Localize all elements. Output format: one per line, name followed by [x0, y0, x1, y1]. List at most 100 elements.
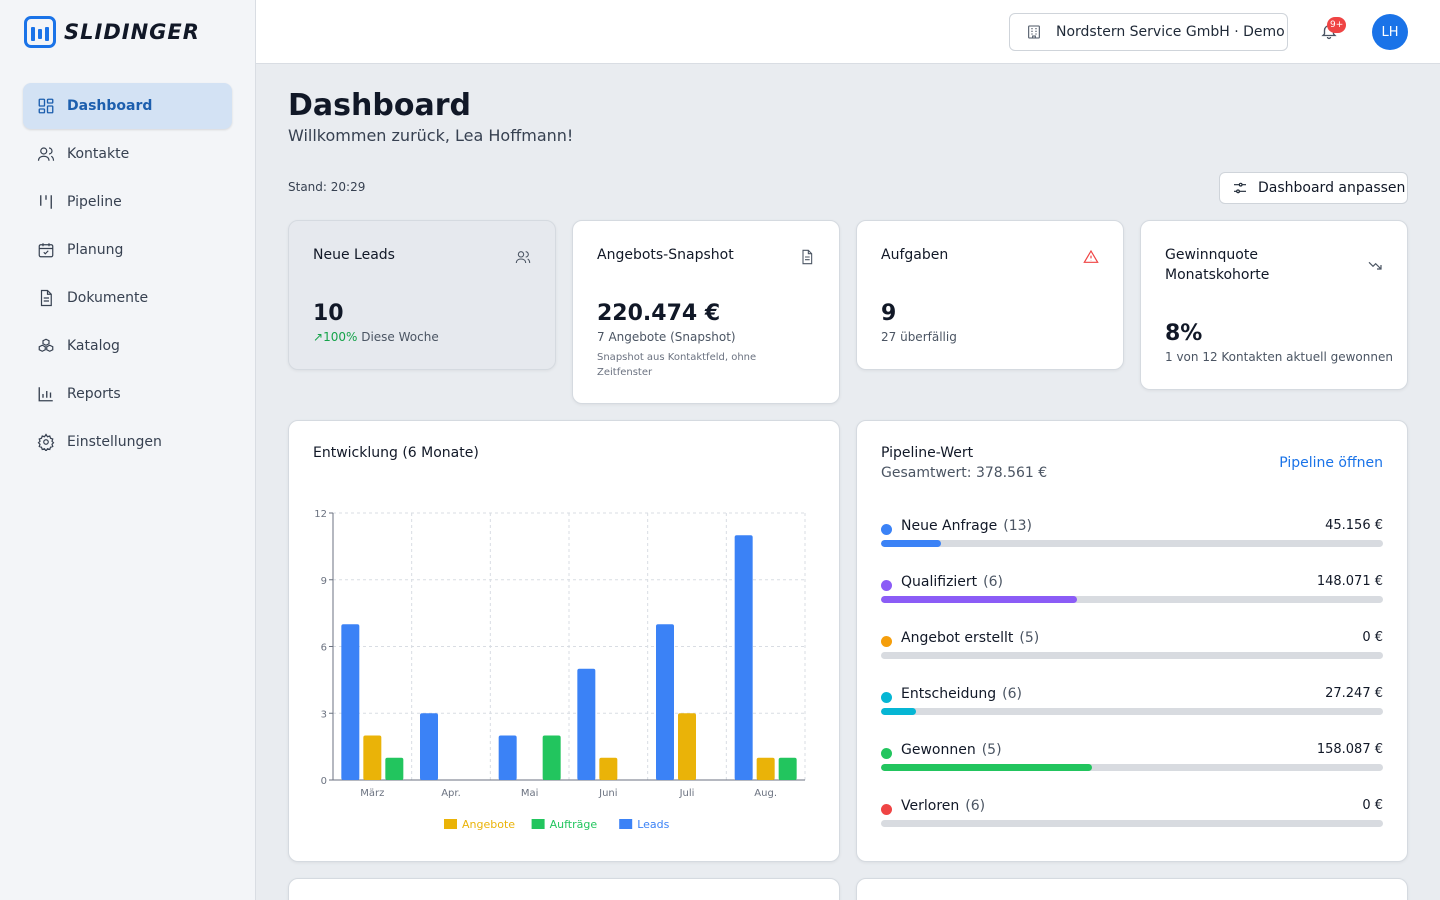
- pipeline-title: Pipeline-Wert: [881, 445, 974, 461]
- kpi-trend: 100%: [323, 330, 358, 344]
- stage-progress-track: [881, 820, 1383, 827]
- sidebar-item-label: Dokumente: [67, 290, 149, 306]
- kpi-sub-text: Diese Woche: [361, 330, 439, 344]
- stage-progress-fill: [881, 540, 942, 547]
- stage-value: 45.156 €: [1325, 518, 1383, 533]
- stage-value: 0 €: [1362, 630, 1383, 645]
- stage-name: Angebot erstellt (5): [901, 630, 1039, 646]
- customize-label: Dashboard anpassen: [1258, 180, 1406, 196]
- stage-color-dot: [881, 580, 892, 591]
- stage-label: Gewonnen: [901, 742, 976, 758]
- bar-leads: [734, 535, 753, 780]
- stage-progress-fill: [881, 764, 1092, 771]
- stage-name: Gewonnen (5): [901, 742, 1002, 758]
- stage-count: (6): [965, 798, 986, 814]
- sidebar-item-dokumente[interactable]: Dokumente: [23, 275, 232, 321]
- y-tick-label: 12: [314, 509, 327, 520]
- users-icon: [515, 251, 531, 264]
- kpi-title: Neue Leads: [313, 247, 395, 263]
- sidebar: SLIDINGER Dashboard Kontakte Pipeline Pl…: [0, 0, 256, 900]
- stage-count: (13): [1003, 518, 1032, 534]
- stage-value: 0 €: [1362, 798, 1383, 813]
- stage-name: Entscheidung (6): [901, 686, 1022, 702]
- bottom-card-left: [288, 878, 840, 900]
- pipeline-total: Gesamtwert: 378.561 €: [881, 465, 1048, 481]
- sidebar-item-kontakte[interactable]: Kontakte: [23, 131, 232, 177]
- kpi-card-aufgaben[interactable]: Aufgaben 9 27 überfällig: [856, 220, 1124, 370]
- kpi-title: Aufgaben: [881, 247, 949, 263]
- stage-progress-track: [881, 708, 1383, 715]
- x-tick-label: Juli: [679, 788, 695, 799]
- stage-color-dot: [881, 748, 892, 759]
- pipeline-stage[interactable]: Qualifiziert (6) 148.071 €: [881, 574, 1383, 614]
- sidebar-item-pipeline[interactable]: Pipeline: [23, 179, 232, 225]
- sidebar-item-reports[interactable]: Reports: [23, 371, 232, 417]
- app-logo[interactable]: SLIDINGER: [24, 16, 200, 48]
- x-tick-label: März: [360, 788, 384, 799]
- bar-aufträge: [778, 757, 797, 780]
- company-switcher[interactable]: Nordstern Service GmbH · Demo: [1009, 13, 1288, 51]
- stage-count: (6): [983, 574, 1004, 590]
- stage-label: Entscheidung: [901, 686, 997, 702]
- sidebar-item-katalog[interactable]: Katalog: [23, 323, 232, 369]
- bar-angebote: [363, 735, 382, 780]
- warning-icon: [1083, 249, 1099, 263]
- open-pipeline-link[interactable]: Pipeline öffnen: [1279, 455, 1383, 471]
- kpi-card-angebots-snapshot[interactable]: Angebots-Snapshot 220.474 € 7 Angebote (…: [572, 220, 840, 404]
- bar-aufträge: [385, 757, 404, 780]
- bar-leads: [420, 713, 438, 780]
- kpi-sub: 27 überfällig: [881, 330, 957, 344]
- kpi-sub: 1 von 12 Kontakten aktuell gewonnen: [1165, 350, 1393, 364]
- bar-angebote: [756, 757, 775, 780]
- document-icon: [802, 249, 813, 265]
- bar-chart: 0 3 6 9 12 März Apr. Mai Juni Juli Aug. Angebote Auf…: [314, 509, 806, 831]
- stage-progress-fill: [881, 708, 917, 715]
- kpi-value: 8%: [1165, 321, 1203, 346]
- stage-label: Qualifiziert: [901, 574, 978, 590]
- dashboard-icon: [38, 98, 54, 114]
- trend-up-icon: ↗: [313, 330, 324, 344]
- kpi-card-neue-leads[interactable]: Neue Leads 10 ↗100% Diese Woche: [288, 220, 556, 370]
- pipeline-stage[interactable]: Neue Anfrage (13) 45.156 €: [881, 518, 1383, 558]
- timestamp: Stand: 20:29: [288, 180, 366, 194]
- customize-dashboard-button[interactable]: Dashboard anpassen: [1219, 172, 1408, 204]
- kpi-card-gewinnquote[interactable]: Gewinnquote Monatskohorte 8% 1 von 12 Ko…: [1140, 220, 1408, 390]
- stage-count: (6): [1002, 686, 1022, 702]
- kpi-value: 10: [313, 301, 344, 326]
- stage-count: (5): [1019, 630, 1040, 646]
- legend-label: Leads: [637, 818, 669, 831]
- bar-angebote: [599, 757, 618, 780]
- stage-color-dot: [881, 692, 892, 703]
- stage-name: Neue Anfrage (13): [901, 518, 1032, 534]
- pipeline-stage[interactable]: Gewonnen (5) 158.087 €: [881, 742, 1383, 782]
- y-tick-label: 9: [321, 576, 327, 587]
- legend-swatch: [444, 819, 457, 829]
- sidebar-item-planung[interactable]: Planung: [23, 227, 232, 273]
- legend-label: Aufträge: [550, 818, 598, 831]
- bottom-card-right: [856, 878, 1408, 900]
- x-tick-label: Mai: [521, 788, 539, 799]
- y-tick-label: 6: [321, 643, 327, 654]
- page-title: Dashboard: [288, 88, 471, 123]
- avatar[interactable]: LH: [1372, 14, 1408, 50]
- stage-progress-fill: [881, 596, 1077, 603]
- pipeline-stage[interactable]: Entscheidung (6) 27.247 €: [881, 686, 1383, 726]
- legend-swatch: [531, 819, 545, 829]
- stage-color-dot: [881, 636, 892, 647]
- stage-progress-track: [881, 540, 1383, 547]
- stage-count: (5): [981, 742, 1002, 758]
- sidebar-item-dashboard[interactable]: Dashboard: [23, 83, 232, 129]
- reports-icon: [38, 387, 53, 402]
- y-tick-label: 3: [321, 709, 327, 720]
- sidebar-item-einstellungen[interactable]: Einstellungen: [23, 419, 232, 465]
- stage-value: 148.071 €: [1316, 574, 1383, 589]
- kpi-title: Gewinnquote Monatskohorte: [1165, 247, 1270, 283]
- contacts-icon: [37, 147, 55, 161]
- pipeline-stage[interactable]: Angebot erstellt (5) 0 €: [881, 630, 1383, 670]
- chart-title: Entwicklung (6 Monate): [313, 445, 479, 461]
- bar-aufträge: [542, 735, 561, 780]
- x-tick-label: Aug.: [754, 788, 777, 799]
- kpi-value: 220.474 €: [597, 301, 721, 326]
- pipeline-stage[interactable]: Verloren (6) 0 €: [881, 798, 1383, 838]
- logo-icon: [24, 16, 56, 48]
